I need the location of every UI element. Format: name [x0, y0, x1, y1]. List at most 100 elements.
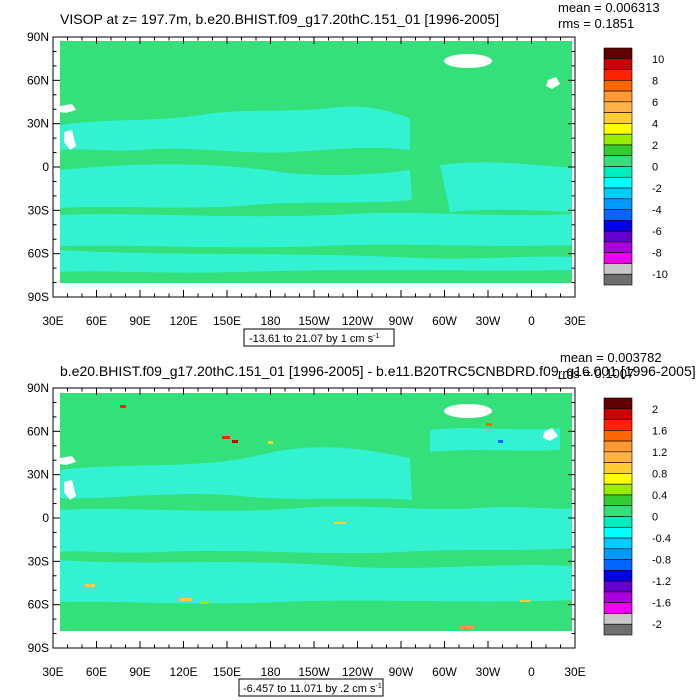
panel-2-band-south	[60, 560, 572, 604]
colorbar-swatch	[603, 591, 633, 603]
panel-1-mean: mean = 0.006313	[558, 0, 660, 15]
x-tick-label: 60E	[86, 314, 107, 328]
x-tick-label: 150E	[213, 665, 241, 679]
x-tick-label: 150E	[213, 314, 241, 328]
panel-1-islands-mask-2	[64, 130, 76, 150]
panel-1-band-southern-ocean	[60, 250, 572, 273]
x-tick-label: 120W	[342, 665, 374, 679]
x-tick-label: 30E	[42, 314, 63, 328]
panel-2-y-axis: 90N 60N 30N 0 30S 60S 90S	[27, 381, 575, 655]
x-tick-label: 60W	[432, 665, 457, 679]
y-tick-label: 0	[42, 160, 49, 174]
panel-2-greenland-mask	[444, 404, 492, 418]
y-tick-label: 90S	[28, 290, 49, 304]
colorbar-label: 10	[652, 54, 664, 66]
x-tick-label: 90E	[129, 314, 150, 328]
panel-1-contour-info-prefix: -13.61 to 21.07 by 1 cm s	[249, 333, 374, 345]
extreme-spot	[232, 440, 238, 443]
colorbar-swatch	[603, 230, 633, 243]
panel-2-band-tropics	[60, 506, 572, 554]
colorbar-swatch	[603, 613, 633, 625]
panel-2-contour-info-box	[238, 678, 384, 697]
colorbar-swatch	[603, 623, 633, 636]
panel-1-greenland-mask	[444, 54, 492, 68]
colorbar-swatch	[603, 166, 633, 178]
panel-1-y-axis: 90N 60N 30N 0 30S 60S 90S	[27, 30, 575, 304]
x-tick-label: 90W	[389, 665, 414, 679]
colorbar-swatch	[603, 133, 633, 146]
x-tick-label: 180	[260, 665, 280, 679]
colorbar-swatch	[603, 187, 633, 200]
panel-1-antarctica-mask	[60, 283, 572, 297]
extreme-spot	[460, 626, 474, 629]
panel-2-islands-mask	[60, 456, 76, 465]
colorbar-swatch	[603, 408, 633, 420]
y-tick-label: 30N	[27, 117, 49, 131]
colorbar-swatch	[603, 462, 633, 474]
colorbar-swatch	[603, 47, 633, 60]
y-tick-label: 90N	[27, 30, 49, 44]
colorbar-swatch	[603, 440, 633, 453]
x-tick-label: 120W	[342, 314, 374, 328]
colorbar-swatch	[603, 494, 633, 507]
colorbar-label: 1.6	[652, 425, 667, 437]
panel-1-contour-info-exp: -1	[373, 333, 379, 340]
colorbar-swatch	[603, 473, 633, 485]
colorbar-swatch	[603, 123, 633, 135]
y-tick-label: 90S	[28, 641, 49, 655]
colorbar-label: -8	[652, 248, 662, 260]
colorbar-label: -10	[652, 269, 668, 281]
y-tick-label: 0	[42, 511, 49, 525]
x-tick-label: 30E	[42, 665, 63, 679]
panel-1-band-tropics	[60, 164, 412, 208]
colorbar-label: 6	[652, 97, 658, 109]
colorbar-swatch	[603, 58, 633, 70]
colorbar-label: 2	[652, 140, 658, 152]
panel-1-x-axis: 30E 60E 90E 120E 150E 180 150W 120W 90W 60W 30W 0 30…	[42, 37, 586, 328]
colorbar-swatch	[603, 80, 633, 92]
panel-1-map	[52, 36, 576, 298]
x-tick-label: 30E	[564, 665, 585, 679]
panel-2-title: b.e20.BHIST.f09_g17.20thC.151_01 [1996-2…	[60, 363, 696, 379]
colorbar-label: 1.2	[652, 447, 667, 459]
panel-1-band-north-pacific	[60, 106, 410, 153]
colorbar-label: -1.6	[652, 598, 671, 610]
colorbar-swatch	[603, 252, 633, 264]
colorbar-swatch	[603, 516, 633, 528]
colorbar-swatch	[603, 101, 633, 113]
panel-2-iceland-mask	[543, 428, 558, 441]
extreme-spot	[180, 598, 192, 601]
colorbar-swatch	[603, 397, 633, 410]
panel-1-band-atlantic	[440, 162, 572, 212]
colorbar-swatch	[603, 112, 633, 124]
x-tick-label: 30E	[564, 314, 585, 328]
x-tick-label: 60E	[86, 665, 107, 679]
colorbar-swatch	[603, 483, 633, 496]
panel-2-contour-info-prefix: -6.457 to 11.071 by .2 cm s	[243, 683, 376, 695]
y-tick-label: 60S	[28, 247, 49, 261]
y-tick-label: 30S	[28, 554, 49, 568]
colorbar-swatch	[603, 90, 633, 103]
x-tick-label: 150W	[298, 314, 330, 328]
colorbar-swatch	[603, 263, 633, 275]
extreme-spot	[486, 423, 492, 426]
panel-2-band-north-atlantic	[430, 428, 560, 452]
x-tick-label: 90E	[129, 665, 150, 679]
extreme-spot	[268, 441, 273, 444]
colorbar-swatch	[603, 155, 633, 167]
panel-1-band-south	[60, 212, 572, 248]
panel-1-contour-info-text: -13.61 to 21.07 by 1 cm s-1	[249, 333, 379, 345]
panel-2-extreme-spots	[85, 405, 530, 629]
panel-2-contour-info-exp: -1	[375, 683, 381, 690]
x-tick-label: 90W	[389, 314, 414, 328]
extreme-spot	[334, 522, 346, 524]
colorbar-swatch	[603, 537, 633, 550]
x-tick-label: 60W	[432, 314, 457, 328]
x-tick-label: 120E	[169, 665, 197, 679]
panel-2-map	[52, 387, 576, 649]
colorbar-label: 0.8	[652, 468, 667, 480]
y-tick-label: 60N	[27, 424, 49, 438]
extreme-spot	[200, 601, 209, 604]
colorbar-swatch	[603, 144, 633, 157]
panel-1-rms: rms = 0.1851	[558, 16, 634, 31]
